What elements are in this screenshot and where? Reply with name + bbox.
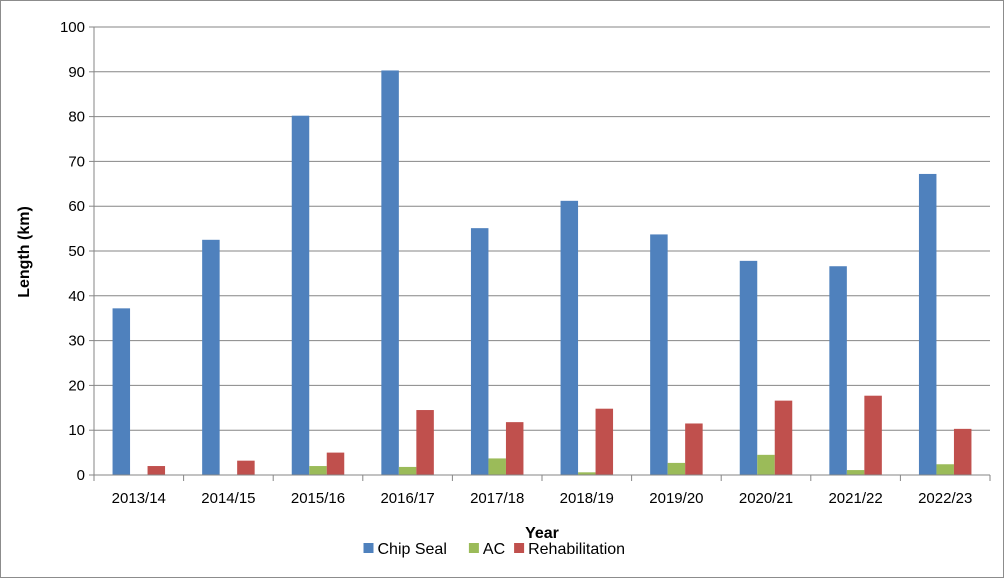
bar-rehabilitation bbox=[595, 408, 614, 475]
y-tick-label: 80 bbox=[68, 109, 85, 126]
x-tick-label: 2017/18 bbox=[470, 490, 524, 507]
bar-chip-seal bbox=[112, 308, 131, 475]
bar-ac bbox=[936, 464, 954, 475]
x-tick-label: 2014/15 bbox=[201, 490, 255, 507]
y-tick-label: 30 bbox=[68, 333, 85, 350]
legend-swatch bbox=[468, 543, 479, 553]
x-tick-label: 2015/16 bbox=[291, 490, 345, 507]
bar-chip-seal bbox=[291, 115, 310, 475]
bar-ac bbox=[846, 470, 865, 475]
bar-chip-seal bbox=[470, 228, 489, 475]
bar-rehabilitation bbox=[147, 466, 166, 475]
legend-item-chip-seal: Chip Seal bbox=[363, 541, 447, 558]
bar-ac bbox=[578, 472, 596, 475]
legend-swatch bbox=[514, 543, 525, 553]
y-tick-label: 10 bbox=[68, 422, 85, 439]
legend-swatch bbox=[363, 543, 374, 553]
bar-chip-seal bbox=[202, 239, 220, 475]
bar-rehabilitation bbox=[864, 395, 882, 475]
y-tick-label: 90 bbox=[68, 64, 85, 81]
x-tick-label: 2018/19 bbox=[560, 490, 614, 507]
bar-rehabilitation bbox=[774, 400, 793, 475]
y-tick-label: 50 bbox=[68, 243, 85, 260]
bar-ac bbox=[398, 466, 417, 475]
bar-chip-seal bbox=[650, 234, 668, 475]
bar-ac bbox=[309, 466, 327, 475]
bar-chip-seal bbox=[918, 173, 937, 475]
gridlines bbox=[94, 26, 990, 431]
legend-item-rehabilitation: Rehabilitation bbox=[514, 541, 625, 558]
x-tick-label: 2013/14 bbox=[112, 490, 166, 507]
bar-rehabilitation bbox=[685, 423, 703, 475]
x-axis-title: Year bbox=[525, 525, 559, 542]
bar-rehabilitation bbox=[416, 410, 434, 475]
bar-ac bbox=[667, 462, 686, 475]
y-tick-label: 70 bbox=[68, 153, 85, 170]
x-tick-label: 2021/22 bbox=[828, 490, 882, 507]
x-tick-label: 2020/21 bbox=[739, 490, 793, 507]
bar-rehabilitation bbox=[953, 428, 972, 475]
bar-rehabilitation bbox=[505, 422, 524, 475]
legend: Chip Seal AC Rehabilitation bbox=[363, 541, 625, 558]
y-tick-label: 100 bbox=[60, 19, 85, 36]
x-tick-label: 2016/17 bbox=[380, 490, 434, 507]
bar-rehabilitation bbox=[326, 452, 345, 475]
bar-rehabilitation bbox=[237, 460, 255, 475]
bar-ac bbox=[757, 454, 775, 475]
legend-label: Chip Seal bbox=[378, 541, 447, 558]
bar-ac bbox=[488, 458, 506, 475]
bar-chip-seal bbox=[560, 200, 579, 475]
legend-label: Rehabilitation bbox=[528, 541, 625, 558]
y-tick-label: 0 bbox=[77, 467, 85, 484]
bar-chip-seal bbox=[829, 266, 847, 475]
x-tick-label: 2022/23 bbox=[918, 490, 972, 507]
y-tick-label: 20 bbox=[68, 377, 85, 394]
x-tick-label: 2019/20 bbox=[649, 490, 703, 507]
y-axis-ticks: 0 10 20 30 40 50 60 70 80 90 100 bbox=[60, 19, 94, 484]
y-tick-label: 40 bbox=[68, 288, 85, 305]
bars bbox=[112, 70, 972, 476]
x-axis-ticks: 2013/14 2014/15 2015/16 2016/17 2017/18 2018/… bbox=[93, 475, 991, 507]
legend-label: AC bbox=[483, 541, 505, 558]
y-tick-label: 60 bbox=[68, 198, 85, 215]
bar-chip-seal bbox=[739, 260, 758, 475]
y-axis-title: Length (km) bbox=[16, 206, 33, 298]
bar-chip-seal bbox=[381, 70, 399, 476]
legend-item-ac: AC bbox=[468, 541, 505, 558]
